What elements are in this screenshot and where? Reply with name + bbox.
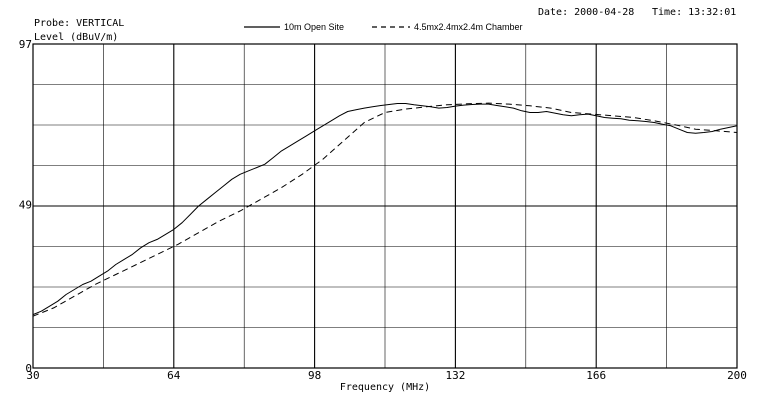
x-axis-label: Frequency (MHz) [340,382,430,393]
y-tick-label: 49 [19,198,32,211]
x-tick-label: 200 [727,369,747,382]
legend: 10m Open Site 4.5mx2.4mx2.4m Chamber [244,22,523,32]
x-tick-label: 132 [445,369,465,382]
y-axis-label: Level (dBuV/m) [34,32,118,43]
series-lines [32,102,738,317]
series-line-open-site [32,103,738,316]
probe-label: Probe: VERTICAL [34,18,124,29]
date-label: Date: 2000-04-28 [538,7,634,18]
x-tick-label: 64 [167,369,181,382]
time-label: Time: 13:32:01 [652,7,736,18]
x-tick-label: 166 [586,369,606,382]
legend-label-open-site: 10m Open Site [284,22,344,32]
y-tick-label: 0 [25,362,32,375]
tick-labels: 30 64 98 132 166 200 0 49 97 [19,38,747,382]
grid [33,44,737,368]
y-tick-label: 97 [19,38,32,51]
series-line-chamber [32,102,738,317]
x-tick-label: 30 [26,369,39,382]
x-tick-label: 98 [308,369,321,382]
legend-label-chamber: 4.5mx2.4mx2.4m Chamber [414,22,523,32]
